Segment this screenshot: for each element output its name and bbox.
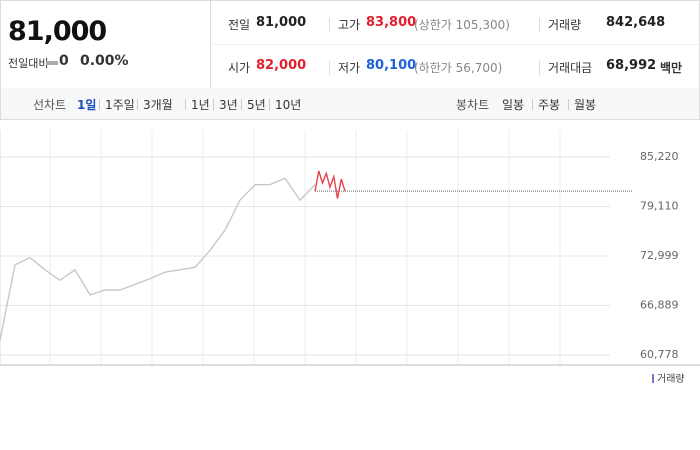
stat-divider <box>539 61 540 75</box>
stat-note: (하한가 56,700) <box>414 61 503 75</box>
change-label: 전일대비 <box>8 57 49 70</box>
volume-label: 거래량 <box>657 373 685 385</box>
stat-value: 842,648 <box>606 15 666 30</box>
stat-value: 81,000 <box>256 15 307 30</box>
tab-divider <box>532 99 533 110</box>
tab-divider <box>241 99 242 110</box>
tab[interactable]: 월봉 <box>574 98 597 112</box>
price-line <box>314 170 346 199</box>
stat-value: 68,992 <box>606 58 657 73</box>
stat-unit: 백만 <box>660 61 683 75</box>
tab[interactable]: 1년 <box>191 98 210 112</box>
stat-label: 고가 <box>338 18 361 32</box>
tab-divider <box>185 99 186 110</box>
header-row-divider <box>210 44 700 45</box>
stat-divider <box>539 18 540 32</box>
y-tick-label: 85,220 <box>640 150 679 163</box>
volume-legend-icon <box>652 374 654 383</box>
y-tick-label: 79,110 <box>640 199 679 212</box>
stat-value: 80,100 <box>366 58 417 73</box>
tab[interactable]: 1주일 <box>105 98 135 112</box>
tab-divider <box>269 99 270 110</box>
price-line <box>0 177 316 341</box>
y-tick-label: 66,889 <box>640 298 679 311</box>
change-rate: 0.00% <box>80 53 129 69</box>
tab[interactable]: 1일 <box>77 98 97 112</box>
tab-group-label: 봉차트 <box>456 98 490 112</box>
stat-label: 전일 <box>228 18 251 32</box>
tab-group-label: 선차트 <box>33 98 67 112</box>
tab[interactable]: 일봉 <box>502 98 525 112</box>
tab-bar <box>0 88 700 120</box>
tab[interactable]: 3년 <box>219 98 238 112</box>
stat-label: 저가 <box>338 61 361 75</box>
tab[interactable]: 3개월 <box>143 98 173 112</box>
stat-value: 82,000 <box>256 58 307 73</box>
tab[interactable]: 5년 <box>247 98 266 112</box>
stat-label: 시가 <box>228 61 251 75</box>
stat-value: 83,800 <box>366 15 417 30</box>
tab-divider <box>568 99 569 110</box>
tab-divider <box>137 99 138 110</box>
stat-label: 거래대금 <box>548 61 593 75</box>
stat-divider <box>329 61 330 75</box>
stat-label: 거래량 <box>548 18 582 32</box>
change-icon <box>46 61 58 65</box>
y-tick-label: 60,778 <box>640 348 679 361</box>
stat-note: (상한가 105,300) <box>414 18 510 32</box>
tab[interactable]: 주봉 <box>538 98 561 112</box>
tab-divider <box>99 99 100 110</box>
price: 81,000 <box>8 16 107 47</box>
stat-divider <box>329 18 330 32</box>
y-tick-label: 72,999 <box>640 249 679 262</box>
tab[interactable]: 10년 <box>275 98 302 112</box>
tab-divider <box>213 99 214 110</box>
change: 0 <box>59 53 69 69</box>
